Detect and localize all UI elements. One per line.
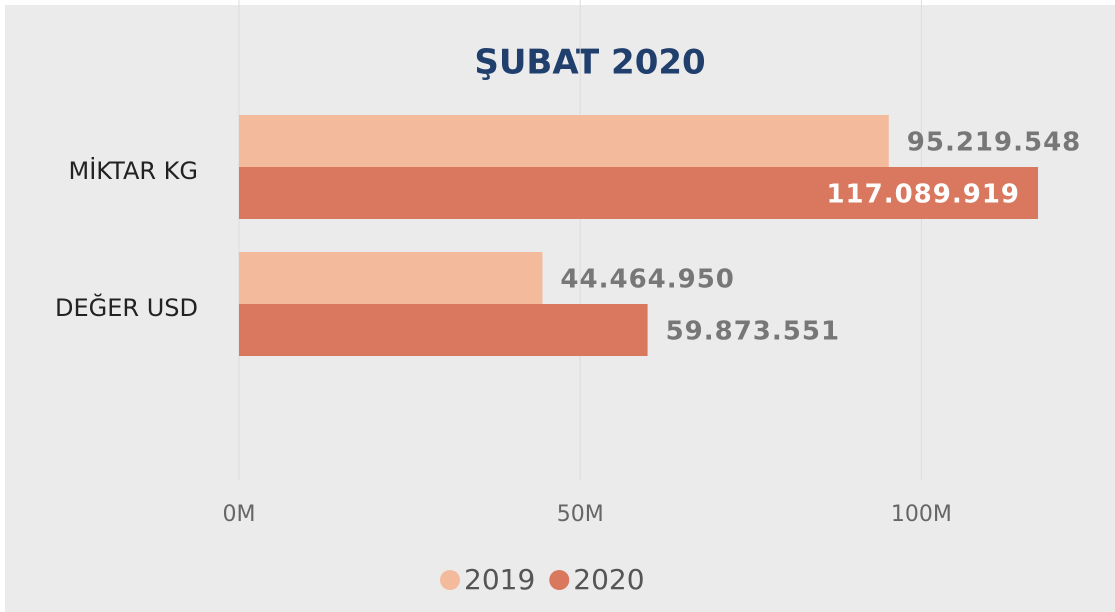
legend-label: 2019: [464, 563, 535, 596]
data-label: 117.089.919: [826, 180, 1020, 210]
x-tick-label: 100M: [891, 502, 952, 527]
legend-marker: [549, 570, 570, 590]
data-label: 44.464.950: [560, 265, 734, 295]
data-label: 95.219.548: [907, 128, 1081, 158]
chart-title: ŞUBAT 2020: [474, 43, 705, 83]
bar: [239, 167, 1039, 219]
bar: [239, 304, 648, 356]
x-tick-label: 0M: [223, 502, 256, 527]
legend-label: 2020: [573, 563, 644, 596]
category-label: MİKTAR KG: [68, 156, 198, 185]
bar: [239, 252, 543, 304]
category-label: DEĞER USD: [55, 292, 198, 322]
x-tick-label: 50M: [557, 502, 604, 527]
data-label: 59.873.551: [666, 317, 840, 347]
legend-marker: [440, 570, 460, 590]
bar: [239, 115, 889, 167]
